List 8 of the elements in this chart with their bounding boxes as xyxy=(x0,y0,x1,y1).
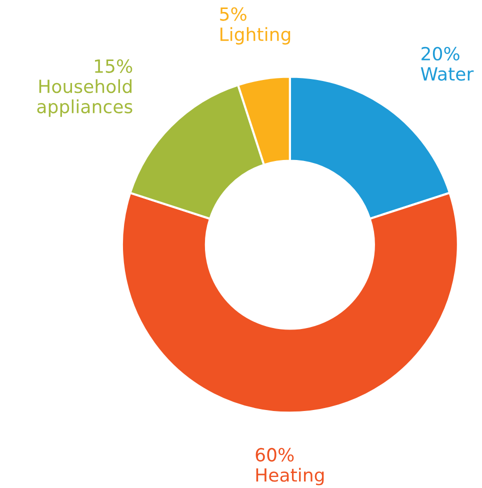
data-label: 15% xyxy=(94,59,132,73)
slice-label: Heating xyxy=(256,468,324,486)
data-label: 20% xyxy=(422,46,460,60)
slice-label: Household appliances xyxy=(37,79,132,117)
slice-label: Lighting xyxy=(220,27,290,45)
slice-label: Water xyxy=(420,67,474,81)
data-label: 5% xyxy=(220,7,246,21)
data-label: 60% xyxy=(256,448,294,462)
